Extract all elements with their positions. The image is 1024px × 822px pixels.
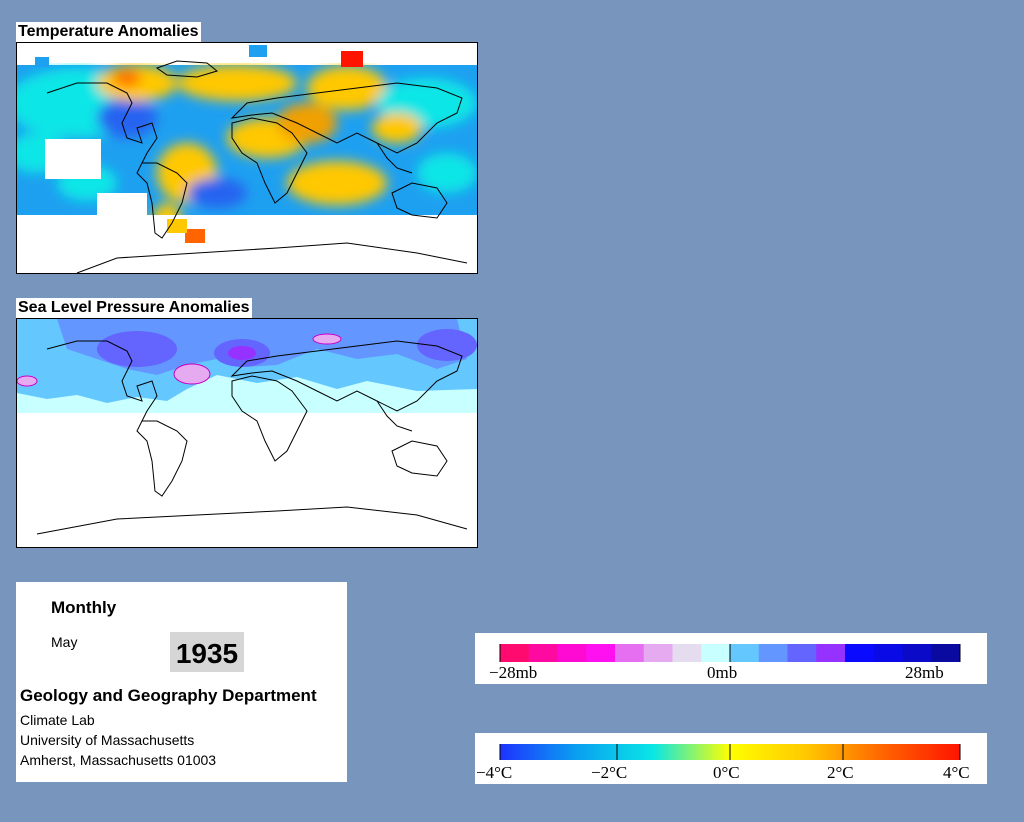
- pressure-swatch: [615, 644, 645, 662]
- pressure-swatch: [643, 644, 673, 662]
- temperature-tick-neg2: −2°C: [591, 763, 627, 782]
- pressure-swatch: [557, 644, 587, 662]
- pressure-tick-max: 28mb: [905, 663, 944, 682]
- temperature-tick-pos4: 4°C: [943, 763, 970, 782]
- period-label: Monthly: [51, 598, 117, 617]
- pressure-tick-zero: 0mb: [707, 663, 737, 682]
- pressure-swatch: [586, 644, 616, 662]
- pressure-swatch: [730, 644, 760, 662]
- pressure-tick-min: −28mb: [489, 663, 537, 682]
- lab-name: Climate Lab: [20, 712, 95, 728]
- pressure-swatch: [902, 644, 932, 662]
- pressure-swatch: [787, 644, 817, 662]
- pressure-swatch: [931, 644, 961, 662]
- department-name: Geology and Geography Department: [20, 686, 317, 705]
- temperature-tick-neg4: −4°C: [476, 763, 512, 782]
- pressure-swatch: [845, 644, 875, 662]
- pressure-swatch: [758, 644, 788, 662]
- month-label: May: [51, 634, 78, 650]
- temperature-legend: −4°C −2°C 0°C 2°C 4°C: [475, 733, 987, 784]
- pressure-swatch: [500, 644, 530, 662]
- pressure-swatch: [873, 644, 903, 662]
- university-name: University of Massachusetts: [20, 732, 195, 748]
- pressure-swatch: [701, 644, 731, 662]
- temperature-tick-pos2: 2°C: [827, 763, 854, 782]
- pressure-swatch: [816, 644, 846, 662]
- pressure-anomaly-map: [16, 318, 478, 548]
- temperature-anomaly-map: [16, 42, 478, 274]
- pressure-map-title: Sea Level Pressure Anomalies: [16, 298, 252, 318]
- pressure-legend: −28mb 0mb 28mb: [475, 633, 987, 684]
- address: Amherst, Massachusetts 01003: [20, 752, 217, 768]
- pressure-swatch: [672, 644, 702, 662]
- pressure-swatch: [528, 644, 558, 662]
- info-panel: Monthly May 1935 Geology and Geography D…: [16, 582, 347, 782]
- year-display: 1935: [170, 632, 244, 672]
- temperature-map-title: Temperature Anomalies: [16, 22, 201, 42]
- temperature-tick-zero: 0°C: [713, 763, 740, 782]
